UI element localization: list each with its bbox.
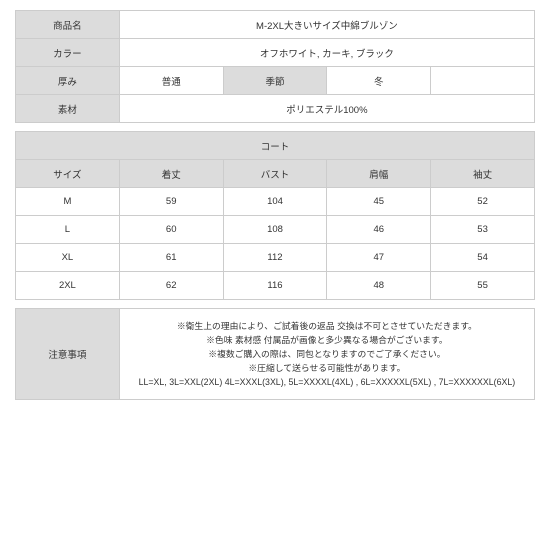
table-row: M 59 104 45 52 [16,188,535,216]
value-season: 冬 [327,67,431,95]
notes-table: 注意事項 ※衛生上の理由により、ご試着後の返品 交換は不可とさせていただきます。… [15,308,535,400]
size-cell: 116 [223,272,327,300]
size-cell: 53 [431,216,535,244]
table-row: 商品名 M-2XL大きいサイズ中綿ブルゾン [16,11,535,39]
size-cell: 104 [223,188,327,216]
size-cell: 62 [119,272,223,300]
size-cell: 112 [223,244,327,272]
size-cell: 45 [327,188,431,216]
size-cell: 59 [119,188,223,216]
size-cell: 60 [119,216,223,244]
value-color: オフホワイト, カーキ, ブラック [119,39,534,67]
label-product-name: 商品名 [16,11,120,39]
col-size: サイズ [16,160,120,188]
value-thickness: 普通 [119,67,223,95]
size-cell: 48 [327,272,431,300]
size-cell: 61 [119,244,223,272]
table-row: XL 61 112 47 54 [16,244,535,272]
size-cell: 55 [431,272,535,300]
size-table: コート サイズ 着丈 バスト 肩幅 袖丈 M 59 104 45 52 L 60… [15,131,535,300]
col-bust: バスト [223,160,327,188]
value-product-name: M-2XL大きいサイズ中綿ブルゾン [119,11,534,39]
label-color: カラー [16,39,120,67]
note-line: ※圧縮して送らせる可能性があります。 [124,361,530,375]
table-row: カラー オフホワイト, カーキ, ブラック [16,39,535,67]
label-thickness: 厚み [16,67,120,95]
size-cell: 52 [431,188,535,216]
size-cell: L [16,216,120,244]
size-cell: M [16,188,120,216]
col-length: 着丈 [119,160,223,188]
table-row: 素材 ポリエステル100% [16,95,535,123]
table-row: L 60 108 46 53 [16,216,535,244]
size-cell: 2XL [16,272,120,300]
col-shoulder: 肩幅 [327,160,431,188]
size-cell: 47 [327,244,431,272]
table-row: コート [16,132,535,160]
table-row: 2XL 62 116 48 55 [16,272,535,300]
table-row: 厚み 普通 季節 冬 [16,67,535,95]
label-coat: コート [16,132,535,160]
label-material: 素材 [16,95,120,123]
note-line: LL=XL, 3L=XXL(2XL) 4L=XXXL(3XL), 5L=XXXX… [124,375,530,389]
size-cell: 46 [327,216,431,244]
label-season: 季節 [223,67,327,95]
value-material: ポリエステル100% [119,95,534,123]
size-cell: 108 [223,216,327,244]
notes-content: ※衛生上の理由により、ご試着後の返品 交換は不可とさせていただきます。 ※色味 … [119,309,534,400]
size-cell: XL [16,244,120,272]
table-row: 注意事項 ※衛生上の理由により、ご試着後の返品 交換は不可とさせていただきます。… [16,309,535,400]
note-line: ※複数ご購入の際は、同包となりますのでご了承ください。 [124,347,530,361]
note-line: ※衛生上の理由により、ご試着後の返品 交換は不可とさせていただきます。 [124,319,530,333]
size-cell: 54 [431,244,535,272]
empty-cell [431,67,535,95]
label-notes: 注意事項 [16,309,120,400]
col-sleeve: 袖丈 [431,160,535,188]
table-row: サイズ 着丈 バスト 肩幅 袖丈 [16,160,535,188]
product-info-table: 商品名 M-2XL大きいサイズ中綿ブルゾン カラー オフホワイト, カーキ, ブ… [15,10,535,123]
note-line: ※色味 素材感 付属品が画像と多少異なる場合がございます。 [124,333,530,347]
